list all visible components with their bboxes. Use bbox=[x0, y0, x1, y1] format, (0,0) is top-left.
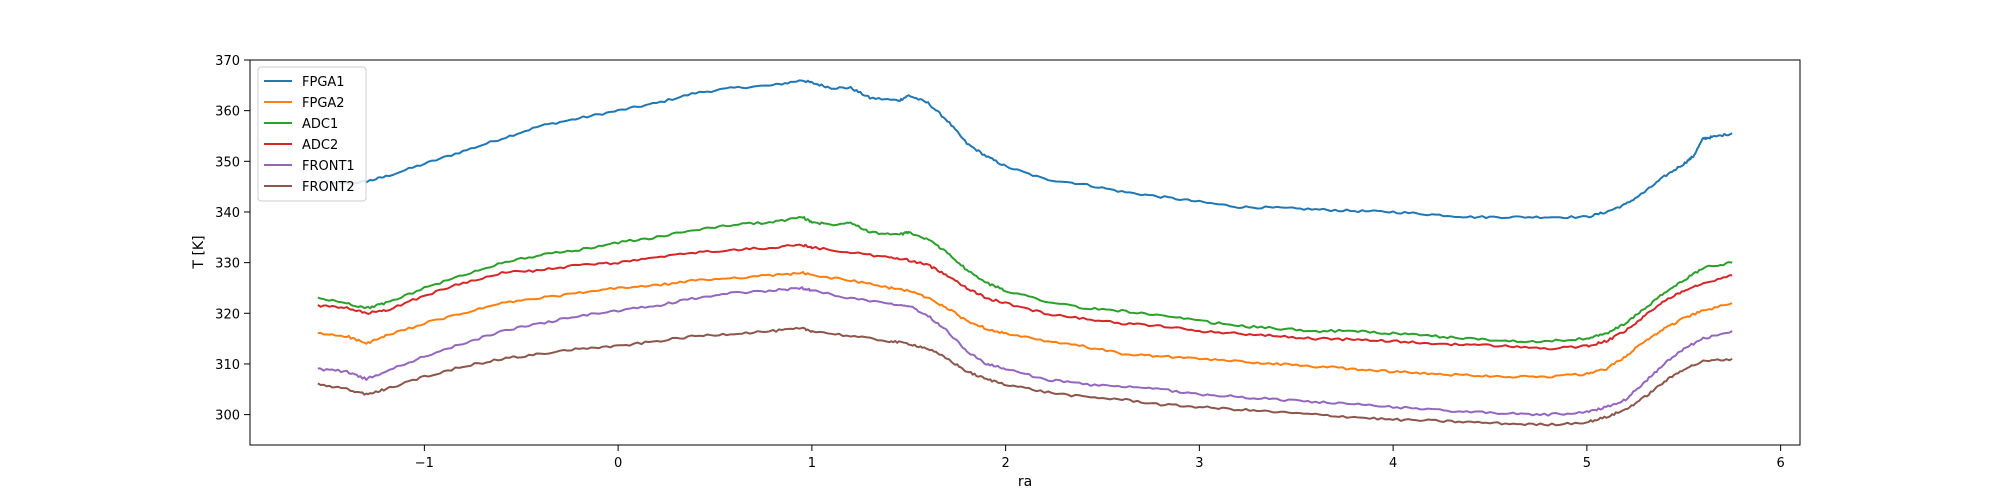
y-tick-label: 350 bbox=[215, 155, 240, 170]
x-tick-label: 2 bbox=[1001, 456, 1009, 471]
legend-label: ADC2 bbox=[302, 138, 338, 153]
x-tick-label: −1 bbox=[415, 456, 434, 471]
x-axis-label: ra bbox=[1018, 474, 1032, 490]
plot-area bbox=[250, 60, 1800, 445]
x-tick-label: 3 bbox=[1195, 456, 1203, 471]
y-tick-label: 360 bbox=[215, 105, 240, 120]
y-tick-label: 320 bbox=[215, 307, 240, 322]
legend-label: ADC1 bbox=[302, 117, 338, 132]
x-tick-label: 4 bbox=[1389, 456, 1397, 471]
series-line-front1 bbox=[317, 286, 1733, 417]
series-layer bbox=[317, 79, 1733, 427]
x-axis: −1 0 1 2 3 4 5 6 bbox=[415, 445, 1785, 471]
legend: FPGA1 FPGA2 ADC1 ADC2 FRONT1 FRONT2 bbox=[257, 66, 367, 202]
y-tick-label: 330 bbox=[215, 257, 240, 272]
legend-label: FPGA1 bbox=[302, 75, 345, 90]
y-axis-label: T [K] bbox=[191, 235, 207, 269]
legend-label: FRONT2 bbox=[302, 180, 355, 195]
x-tick-label: 0 bbox=[614, 456, 622, 471]
series-line-front2 bbox=[317, 326, 1733, 427]
series-line-fpga2 bbox=[317, 271, 1733, 379]
series-line-adc2 bbox=[317, 243, 1733, 351]
y-tick-label: 310 bbox=[215, 358, 240, 373]
y-tick-label: 370 bbox=[215, 54, 240, 69]
plot-frame bbox=[249, 59, 1801, 446]
x-tick-label: 5 bbox=[1583, 456, 1591, 471]
y-axis: 300 310 320 330 340 350 360 370 bbox=[215, 54, 250, 424]
series-line-adc1 bbox=[317, 215, 1733, 344]
series-line-fpga1 bbox=[317, 79, 1733, 220]
x-tick-label: 6 bbox=[1776, 456, 1784, 471]
legend-label: FPGA2 bbox=[302, 96, 345, 111]
y-tick-label: 300 bbox=[215, 409, 240, 424]
legend-label: FRONT1 bbox=[302, 159, 355, 174]
legend-box bbox=[257, 66, 367, 202]
x-tick-label: 1 bbox=[808, 456, 816, 471]
y-tick-label: 340 bbox=[215, 206, 240, 221]
